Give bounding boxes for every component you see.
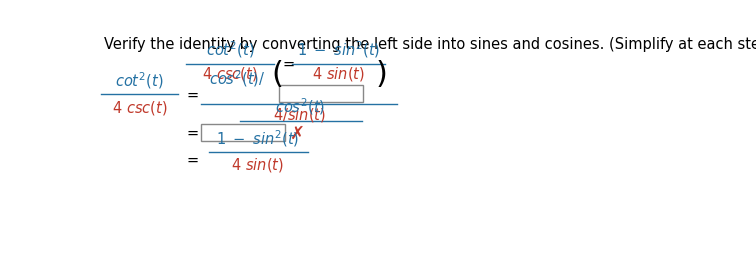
Text: $\mathit{4\ csc(t)}$: $\mathit{4\ csc(t)}$ (112, 99, 167, 117)
Text: $\mathit{4\ sin(t)}$: $\mathit{4\ sin(t)}$ (231, 156, 284, 174)
Text: $\mathit{4\ csc(t)}$: $\mathit{4\ csc(t)}$ (203, 65, 258, 83)
Text: $\mathit{4\ sin(t)}$: $\mathit{4\ sin(t)}$ (312, 65, 365, 83)
Text: $\mathit{cos^2(t)/}$: $\mathit{cos^2(t)/}$ (209, 68, 265, 89)
Text: $\mathit{1\ -\ sin^2(t)}$: $\mathit{1\ -\ sin^2(t)}$ (297, 40, 380, 61)
Text: $\ )$: $\ )$ (366, 58, 387, 89)
Bar (201, 124, 285, 141)
Text: $(\ $: $(\ $ (271, 58, 283, 89)
Text: $=$: $=$ (184, 125, 199, 140)
Text: ✗: ✗ (290, 125, 305, 143)
Text: $\mathit{cot^2(t)}$: $\mathit{cot^2(t)}$ (115, 70, 164, 91)
Text: Verify the identity by converting the left side into sines and cosines. (Simplif: Verify the identity by converting the le… (104, 37, 756, 52)
Text: $\mathit{1\ -\ sin^2(t)}$: $\mathit{1\ -\ sin^2(t)}$ (215, 128, 299, 149)
Bar (279, 85, 363, 102)
Text: $\mathit{cot^2(t)}$: $\mathit{cot^2(t)}$ (206, 40, 255, 61)
Text: $=$: $=$ (280, 56, 296, 71)
Text: $\mathit{4/sin(t)}$: $\mathit{4/sin(t)}$ (274, 106, 327, 124)
Text: $=$: $=$ (184, 152, 199, 167)
Text: $=$: $=$ (184, 87, 199, 102)
Text: $\mathit{cos^2(t)}$: $\mathit{cos^2(t)}$ (275, 97, 325, 118)
